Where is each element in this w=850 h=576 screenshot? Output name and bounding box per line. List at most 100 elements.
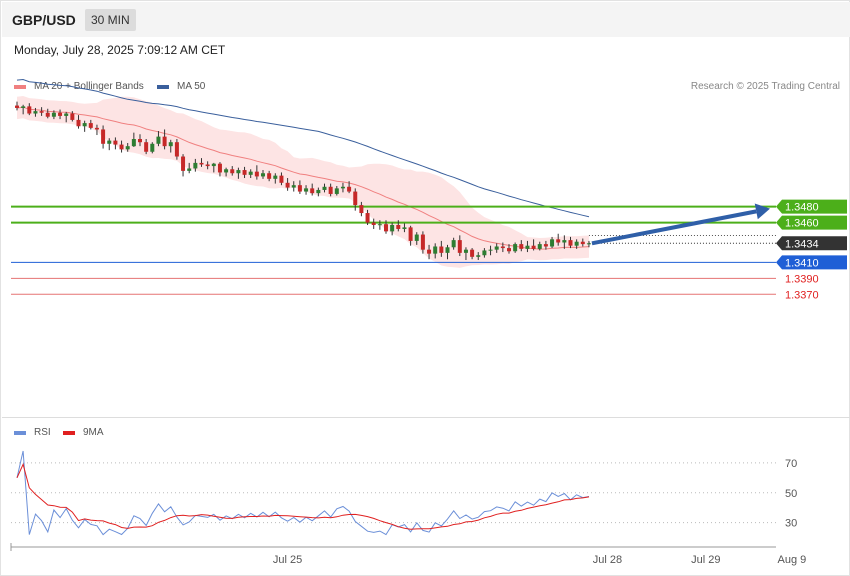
ma9-label: 9MA <box>83 427 104 438</box>
candle-body <box>420 234 425 250</box>
legend-ma20: MA 20 + Bollinger Bands <box>14 81 144 92</box>
candle-body <box>488 249 493 251</box>
ma20-label: MA 20 + Bollinger Bands <box>34 81 144 92</box>
candle-body <box>513 244 518 252</box>
ma50-line <box>16 78 590 218</box>
candle-body <box>101 129 106 144</box>
candle-body <box>500 246 505 249</box>
candle-body <box>580 241 585 245</box>
candle-body <box>267 173 272 179</box>
candle-body <box>211 163 216 167</box>
candle-body <box>33 111 38 114</box>
candle-body <box>27 106 32 114</box>
candle-body <box>340 186 345 189</box>
level-label-1.3370: 1.3370 <box>785 289 819 301</box>
rsi-pane: 70 50 30 <box>11 450 797 536</box>
candle-body <box>205 164 210 167</box>
rsi-line <box>16 450 590 536</box>
candle-body <box>279 175 284 183</box>
candle-body <box>334 188 339 194</box>
moving-averages <box>16 78 590 250</box>
time-tick-label: Jul 25 <box>273 554 302 566</box>
level-tag-1.3480: 1.3480 <box>776 199 847 214</box>
candle-body <box>131 139 136 147</box>
candle-body <box>193 162 198 169</box>
rsi-swatch <box>14 430 26 435</box>
candle-body <box>377 224 382 226</box>
candle-body <box>439 246 444 253</box>
price-levels <box>11 205 776 295</box>
rsi-ma9-line <box>16 462 590 530</box>
candle-body <box>396 224 401 229</box>
bollinger-band <box>17 96 589 268</box>
price-level-tags: 1.3480 1.3460 1.3434 1.3410 1.3390 1.3370 <box>776 199 847 301</box>
candle-body <box>119 144 124 150</box>
ma50-label: MA 50 <box>177 81 206 92</box>
candle-body <box>58 112 63 116</box>
candle-body <box>347 186 352 192</box>
candle-body <box>230 169 235 174</box>
candle-body <box>371 222 376 225</box>
ma20-line <box>16 106 590 250</box>
level-tag-1.3434: 1.3434 <box>776 236 847 251</box>
candle-body <box>433 246 438 254</box>
candle-body <box>457 240 462 253</box>
candle-body <box>51 112 56 117</box>
time-tick-label: Jul 28 <box>593 554 622 566</box>
candle-body <box>463 249 468 253</box>
candle-body <box>39 111 44 113</box>
candle-body <box>113 140 118 145</box>
candle-body <box>390 224 395 232</box>
ma9-swatch <box>63 430 75 435</box>
research-credit: Research © 2025 Trading Central <box>690 81 840 92</box>
level-tag-text: 1.3434 <box>785 238 819 250</box>
legend-rsi: RSI <box>14 427 51 438</box>
candle-body <box>482 250 487 256</box>
candle-body <box>297 185 302 192</box>
chart-datetime: Monday, July 28, 2025 7:09:12 AM CET <box>14 43 226 57</box>
candle-body <box>156 136 161 144</box>
pane-divider <box>2 417 850 418</box>
candle-body <box>316 189 321 194</box>
candle-body <box>494 246 499 250</box>
candle-body <box>88 123 93 128</box>
timeframe-badge[interactable]: 30 MIN <box>85 9 136 31</box>
candle-body <box>359 205 364 214</box>
candle-body <box>322 186 327 190</box>
candle-body <box>224 169 229 173</box>
candle-body <box>248 171 253 175</box>
candlesticks <box>15 101 591 261</box>
candle-body <box>273 175 278 179</box>
candle-body <box>543 244 548 247</box>
candle-body <box>174 142 179 157</box>
rsi-tick-50: 50 <box>785 488 797 500</box>
candle-body <box>94 127 99 130</box>
candle-body <box>384 224 388 232</box>
candle-body <box>568 240 573 246</box>
symbol-title: GBP/USD <box>12 12 76 28</box>
candle-body <box>64 113 69 116</box>
candle-body <box>353 191 358 206</box>
level-tag-bg <box>776 215 847 230</box>
candle-body <box>199 162 204 165</box>
candle-body <box>537 244 542 249</box>
candle-body <box>15 105 19 108</box>
candle-body <box>445 247 450 253</box>
level-tag-text: 1.3410 <box>785 257 819 269</box>
time-tick-label: Aug 9 <box>778 554 807 566</box>
candle-body <box>76 119 81 127</box>
level-tag-bg <box>776 236 847 251</box>
time-tick-label: Jul 29 <box>691 554 720 566</box>
candle-body <box>150 143 155 152</box>
level-label-1.3390: 1.3390 <box>785 273 819 285</box>
arrow-head <box>754 203 770 220</box>
legend-9ma: 9MA <box>63 427 104 438</box>
time-axis: Jul 25 Jul 28 Jul 29 Aug 9 <box>10 543 807 566</box>
candle-body <box>82 123 87 127</box>
level-tag-1.3460: 1.3460 <box>776 215 847 230</box>
candle-body <box>574 241 579 246</box>
rsi-tick-30: 30 <box>785 518 797 530</box>
candle-body <box>107 140 112 144</box>
